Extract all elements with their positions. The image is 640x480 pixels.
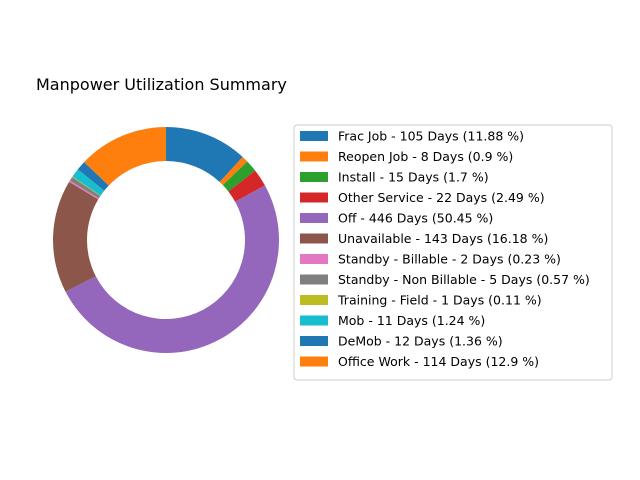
donut-slice-4 [228,170,265,202]
legend-label-11: DeMob - 12 Days (1.36 %) [338,334,503,349]
donut-slice-12 [84,127,166,186]
donut-slices [52,127,279,353]
donut-slice-2 [219,157,248,186]
donut-slice-7 [69,180,99,200]
legend-swatch-4 [300,192,328,203]
donut-slice-3 [222,161,256,192]
legend-label-8: Standby - Non Billable - 5 Days (0.57 %) [338,272,590,287]
legend-swatch-9 [300,295,328,305]
legend-label-4: Other Service - 22 Days (2.49 %) [338,190,545,205]
donut-slice-10 [72,169,105,196]
legend-label-9: Training - Field - 1 Days (0.11 %) [337,293,542,308]
donut-slice-9 [72,176,101,197]
donut-slice-1 [166,127,243,182]
legend-swatch-2 [300,151,328,162]
legend-label-7: Standby - Billable - 2 Days (0.23 %) [338,252,561,267]
legend-swatch-3 [300,172,328,182]
legend-label-10: Mob - 11 Days (1.24 %) [338,313,485,328]
legend-swatch-7 [300,254,328,264]
chart-title: Manpower Utilization Summary [36,75,287,94]
legend-label-12: Office Work - 114 Days (12.9 %) [338,354,539,369]
legend-frame [293,124,613,381]
legend-swatch-12 [300,356,328,367]
donut-slice-5 [65,185,279,353]
legend-swatch-5 [300,213,328,223]
donut-slice-11 [77,162,109,191]
legend-label-6: Unavailable - 143 Days (16.18 %) [338,231,548,246]
legend-swatch-8 [300,274,328,285]
legend-swatch-1 [300,131,328,141]
legend-label-3: Install - 15 Days (1.7 %) [338,170,489,185]
legend-label-1: Frac Job - 105 Days (11.88 %) [338,129,524,144]
donut-slice-8 [69,177,101,199]
legend: Frac Job - 105 Days (11.88 %) Reopen Job … [293,124,613,381]
donut-slice-6 [52,181,99,292]
legend-swatch-11 [300,336,328,346]
legend-swatch-10 [300,315,328,326]
legend-label-5: Off - 446 Days (50.45 %) [338,211,493,226]
legend-swatch-6 [300,233,328,244]
legend-label-2: Reopen Job - 8 Days (0.9 %) [338,149,513,164]
